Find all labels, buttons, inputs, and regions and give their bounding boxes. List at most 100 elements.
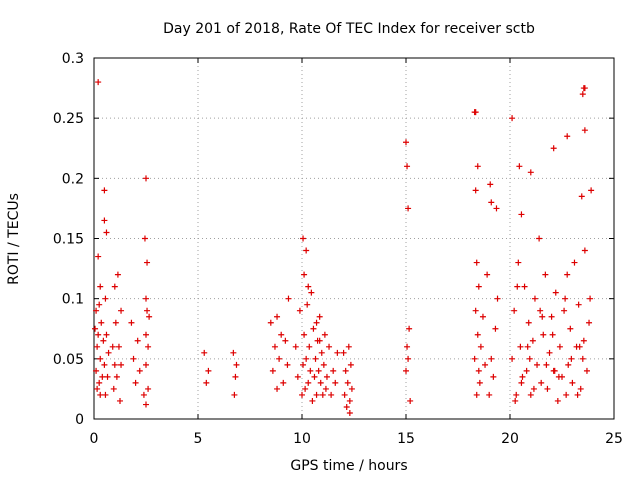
y-tick-label: 0.2	[62, 171, 84, 187]
data-point	[484, 271, 491, 278]
data-point	[588, 187, 595, 194]
data-point	[512, 397, 519, 404]
data-point	[322, 385, 329, 392]
data-point	[517, 343, 524, 350]
data-point	[307, 367, 314, 374]
data-point	[299, 391, 305, 398]
data-point	[526, 355, 533, 362]
data-point	[344, 379, 351, 386]
data-point	[330, 367, 337, 374]
x-tick-label: 5	[194, 431, 203, 447]
data-point	[561, 307, 568, 314]
data-point	[102, 295, 109, 302]
data-point	[232, 373, 239, 380]
data-point	[531, 295, 538, 302]
data-point	[143, 361, 149, 368]
data-point	[111, 361, 118, 368]
data-point	[521, 283, 528, 290]
data-point	[516, 163, 523, 170]
data-point	[303, 355, 310, 362]
data-point	[144, 259, 151, 266]
data-point	[114, 271, 121, 278]
data-point	[304, 301, 311, 308]
data-point	[93, 367, 100, 374]
data-point	[514, 283, 521, 290]
data-point	[488, 199, 495, 206]
data-point	[490, 373, 497, 380]
data-point	[482, 361, 489, 368]
y-axis-label: ROTI / TECUs	[6, 193, 22, 285]
data-point	[310, 325, 317, 332]
data-point	[568, 355, 575, 362]
data-point	[97, 391, 104, 398]
data-point	[340, 349, 347, 356]
data-point	[563, 391, 570, 398]
data-point	[471, 109, 478, 116]
data-point	[530, 385, 537, 392]
data-point	[320, 361, 327, 368]
data-point	[96, 301, 103, 308]
y-axis-ticks: 0 0.05 0.1 0.15 0.2 0.25 0.3	[53, 51, 614, 428]
data-point	[403, 139, 409, 146]
data-point	[346, 409, 353, 416]
data-point	[494, 295, 501, 302]
data-point	[99, 373, 106, 380]
data-point	[231, 391, 238, 398]
data-point	[95, 79, 102, 86]
data-point	[581, 85, 588, 92]
data-point	[145, 343, 152, 350]
data-point	[571, 259, 578, 266]
data-point	[205, 367, 212, 374]
data-point	[111, 283, 118, 290]
data-point	[406, 325, 413, 332]
data-point	[306, 343, 313, 350]
data-point	[518, 211, 525, 218]
data-point	[476, 379, 483, 386]
data-point	[285, 295, 292, 302]
chart-title: Day 201 of 2018, Rate Of TEC Index for r…	[163, 21, 535, 37]
data-point	[101, 187, 108, 194]
data-point	[292, 343, 299, 350]
data-point	[565, 361, 572, 368]
data-point	[312, 355, 319, 362]
data-point	[103, 331, 110, 338]
data-point	[313, 391, 320, 398]
data-point	[140, 391, 147, 398]
data-point	[555, 373, 562, 380]
data-point	[323, 373, 330, 380]
data-point	[486, 391, 493, 398]
data-point	[136, 367, 143, 374]
data-point	[519, 373, 526, 380]
data-point	[538, 379, 545, 386]
data-point	[104, 373, 111, 380]
data-point	[326, 343, 333, 350]
data-point	[274, 313, 281, 320]
data-point	[404, 163, 411, 170]
data-point	[540, 331, 547, 338]
data-point	[569, 379, 576, 386]
data-point	[328, 391, 335, 398]
data-point	[564, 271, 571, 278]
data-point	[101, 217, 108, 224]
data-point	[95, 253, 102, 260]
data-point	[564, 133, 571, 140]
data-point	[551, 367, 558, 374]
data-point	[201, 349, 208, 356]
data-point	[341, 391, 348, 398]
data-point	[315, 367, 322, 374]
data-point	[474, 163, 481, 170]
data-point	[542, 271, 549, 278]
data-point	[280, 379, 287, 386]
data-point	[100, 337, 107, 344]
data-point	[518, 379, 525, 386]
data-point	[474, 331, 481, 338]
data-point	[523, 367, 530, 374]
data-point	[143, 295, 149, 302]
data-point	[477, 343, 484, 350]
data-point	[475, 283, 482, 290]
data-point	[101, 361, 108, 368]
y-tick-label: 0.1	[62, 292, 84, 308]
data-point	[271, 343, 278, 350]
data-point	[475, 367, 482, 374]
data-point	[405, 355, 412, 362]
